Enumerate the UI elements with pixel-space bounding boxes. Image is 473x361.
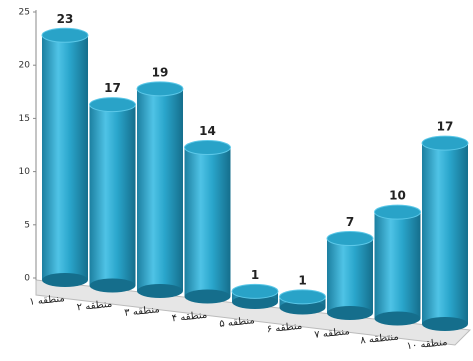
- bar-bottom: [89, 278, 136, 293]
- bar-bottom: [232, 295, 278, 309]
- bar: [137, 88, 183, 291]
- bar-bottom: [137, 284, 183, 298]
- value-label: 10: [389, 189, 406, 203]
- y-tick-label: 5: [24, 220, 30, 230]
- x-tick-label: منتطقه ۸: [360, 332, 400, 347]
- bar-top: [231, 283, 279, 299]
- bar-bottom: [374, 311, 421, 326]
- value-label: 1: [251, 268, 259, 282]
- value-label: 19: [152, 65, 169, 79]
- bar-top: [41, 27, 89, 43]
- x-tick-label: منطقه ۶: [266, 321, 303, 336]
- y-tick-label: 25: [19, 8, 30, 18]
- x-tick-label: منطقه ۳: [124, 304, 161, 319]
- value-label: 17: [437, 120, 454, 134]
- bar: [89, 104, 136, 286]
- y-tick-label: 0: [24, 274, 30, 284]
- x-tick-label: منطقه ۱: [29, 293, 66, 308]
- value-label: 1: [298, 273, 306, 287]
- bar: [42, 35, 88, 280]
- bar-top: [279, 289, 326, 305]
- bar-top: [136, 81, 184, 97]
- bar-top: [184, 140, 231, 156]
- value-label: 7: [346, 215, 354, 229]
- x-tick-label: منطقه ۵: [219, 315, 256, 330]
- value-label: 23: [57, 12, 74, 26]
- floor: [35, 279, 472, 346]
- value-label: 14: [199, 124, 216, 138]
- bar-top: [421, 135, 469, 151]
- x-tick-label: منطقه ۴: [171, 310, 208, 325]
- x-tick-label: منطقه ۲: [76, 299, 113, 314]
- bar-bottom: [327, 306, 373, 320]
- bar-bottom: [279, 300, 326, 315]
- y-tick-label: 10: [19, 167, 31, 177]
- bar: [422, 143, 468, 324]
- bar-bottom: [422, 317, 468, 331]
- bar-top: [326, 231, 374, 247]
- y-tick-label: 15: [19, 114, 30, 124]
- x-tick-label: منطقه ۷: [314, 326, 351, 341]
- bar-top: [89, 97, 136, 113]
- x-tick-label: منطقه ۱۰: [406, 337, 448, 352]
- bar: [374, 212, 421, 319]
- value-label: 17: [104, 81, 121, 95]
- bar: [327, 238, 373, 313]
- bar-bottom: [42, 273, 88, 287]
- bar-bottom: [184, 289, 231, 304]
- bar-top: [374, 204, 421, 220]
- y-tick-label: 20: [19, 61, 31, 71]
- bar: [184, 147, 231, 297]
